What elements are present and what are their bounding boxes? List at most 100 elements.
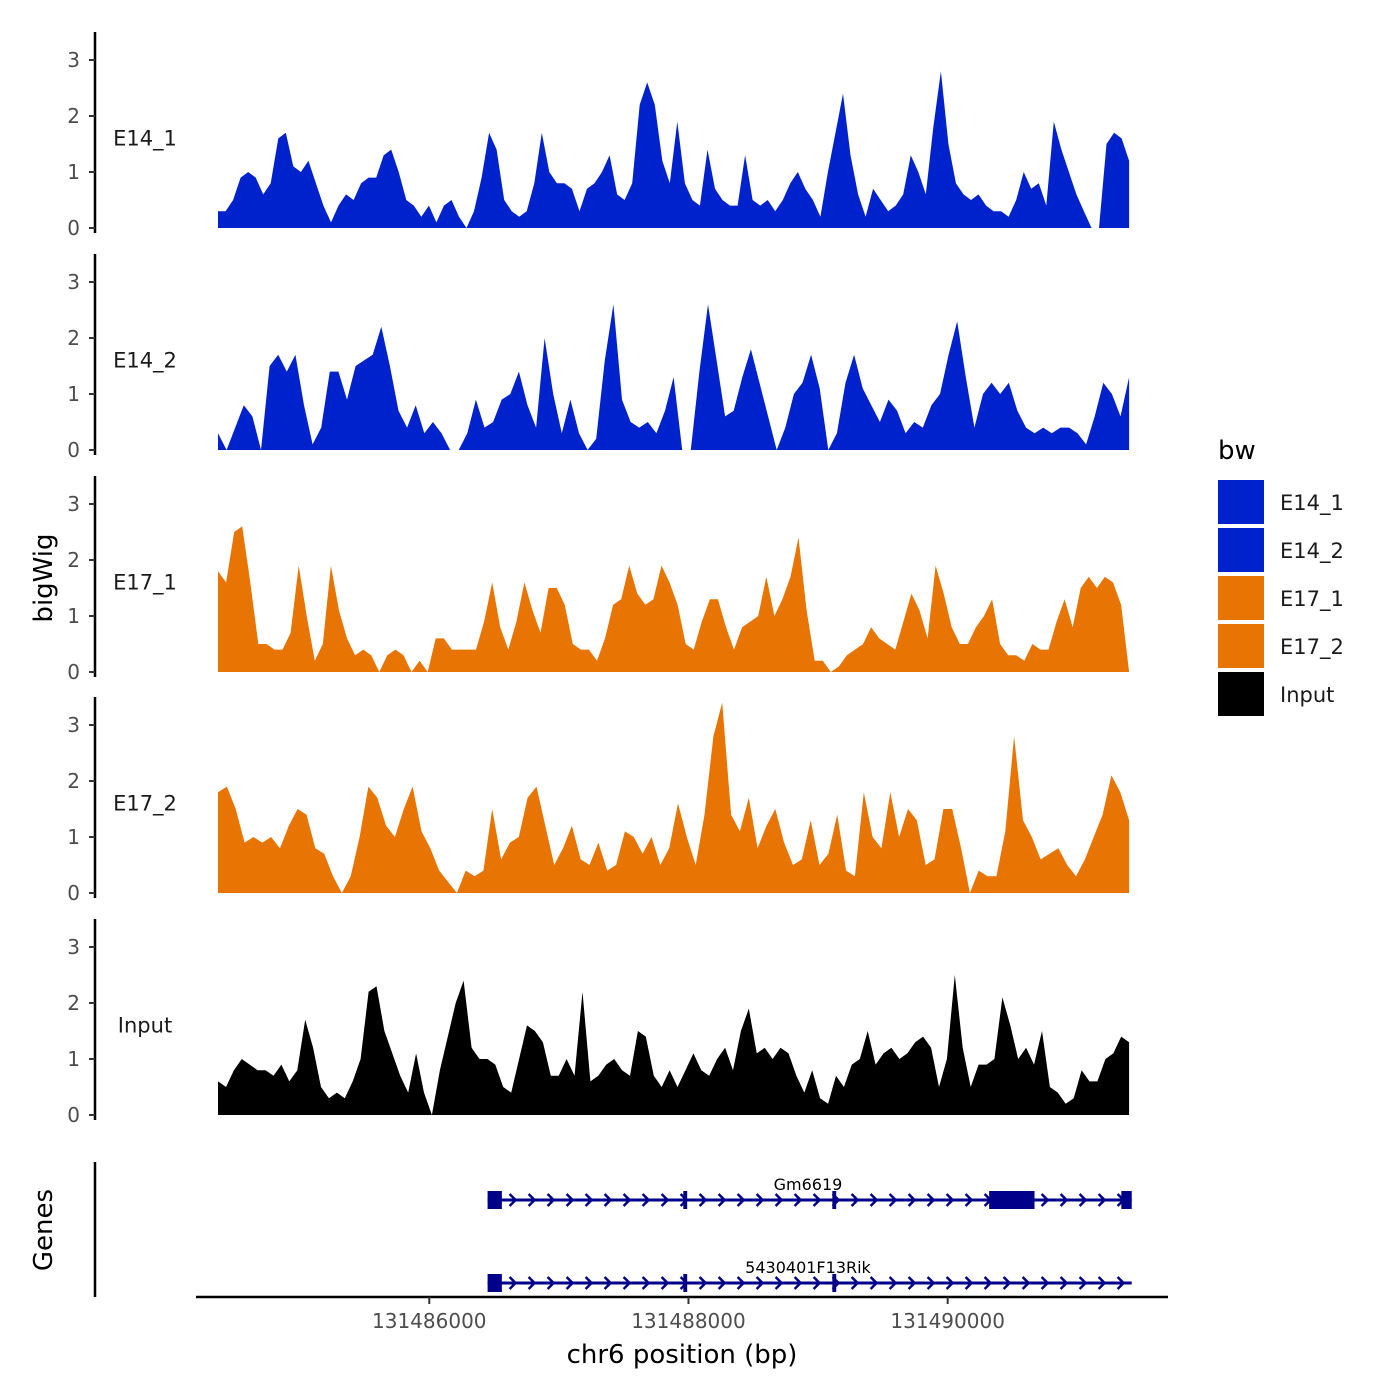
legend-label: E14_1	[1280, 491, 1344, 516]
strand-arrow	[793, 1193, 803, 1207]
y-tick-label: 2	[67, 769, 80, 793]
track-label: E17_1	[113, 570, 177, 595]
area-e17_1	[218, 526, 1130, 672]
strand-arrow	[1059, 1193, 1069, 1207]
strand-arrow	[660, 1276, 670, 1290]
strand-arrow	[964, 1276, 974, 1290]
strand-arrow	[774, 1193, 784, 1207]
strand-arrow	[983, 1276, 993, 1290]
y-tick-label: 3	[67, 492, 80, 516]
y-tick-label: 3	[67, 48, 80, 72]
strand-arrow	[622, 1276, 632, 1290]
y-tick-label: 2	[67, 548, 80, 572]
exon	[832, 1191, 837, 1209]
strand-arrow	[508, 1193, 518, 1207]
strand-arrow	[565, 1193, 575, 1207]
strand-arrow	[717, 1193, 727, 1207]
y-tick-label: 2	[67, 104, 80, 128]
legend-label: E17_2	[1280, 635, 1344, 660]
track-input: 0 1 2 3 Input	[67, 919, 1130, 1127]
coverage-tracks: 0 1 2 3 E14_1 0 1 2 3 E14_2 0 1 2 3 E17_1 0 1 2 3 E17_2 0 1 2 3…	[67, 32, 1130, 1127]
track-e17_2: 0 1 2 3 E17_2	[67, 697, 1130, 905]
gene-0: Gm6619	[487, 1175, 1132, 1209]
strand-arrow	[774, 1276, 784, 1290]
strand-arrow	[945, 1193, 955, 1207]
strand-arrow	[907, 1276, 917, 1290]
y-tick-label: 3	[67, 713, 80, 737]
y-tick-label: 2	[67, 326, 80, 350]
strand-arrow	[1059, 1276, 1069, 1290]
strand-arrow	[755, 1193, 765, 1207]
strand-arrow	[641, 1193, 651, 1207]
x-tick-label: 131488000	[631, 1309, 746, 1333]
x-axis: 131486000 131488000 131490000	[196, 1295, 1168, 1333]
gene-track: Gm6619 5430401F13Rik	[93, 1162, 1132, 1297]
y-tick-label: 0	[67, 881, 80, 905]
y-tick-label: 1	[67, 1047, 80, 1071]
strand-arrow	[869, 1193, 879, 1207]
strand-arrow	[546, 1276, 556, 1290]
strand-arrow	[603, 1276, 613, 1290]
y-tick-label: 1	[67, 825, 80, 849]
exon	[487, 1274, 502, 1292]
area-e14_2	[218, 304, 1130, 450]
strand-arrow	[888, 1276, 898, 1290]
y-tick-label: 3	[67, 935, 80, 959]
strand-arrow	[755, 1276, 765, 1290]
strand-arrow	[1078, 1193, 1088, 1207]
x-axis-title: chr6 position (bp)	[567, 1340, 798, 1370]
legend-label: Input	[1280, 683, 1334, 707]
strand-arrow	[945, 1276, 955, 1290]
strand-arrow	[565, 1276, 575, 1290]
strand-arrow	[812, 1276, 822, 1290]
strand-arrow	[1097, 1193, 1107, 1207]
legend: bw E14_1 E14_2 E17_1 E17_2 Input	[1218, 436, 1344, 716]
track-label: Input	[118, 1013, 172, 1037]
strand-arrow	[1097, 1276, 1107, 1290]
strand-arrow	[584, 1276, 594, 1290]
strand-arrow	[926, 1193, 936, 1207]
y-tick-label: 0	[67, 216, 80, 240]
track-label: E17_2	[113, 791, 177, 816]
exon	[989, 1191, 1035, 1209]
gene-label: 5430401F13Rik	[745, 1258, 871, 1277]
track-e14_2: 0 1 2 3 E14_2	[67, 254, 1130, 462]
strand-arrow	[850, 1276, 860, 1290]
exon	[683, 1191, 688, 1209]
track-e17_1: 0 1 2 3 E17_1	[67, 476, 1130, 684]
legend-label: E17_1	[1280, 587, 1344, 612]
strand-arrow	[1040, 1193, 1050, 1207]
track-label: E14_2	[113, 348, 177, 373]
strand-arrow	[508, 1276, 518, 1290]
exon	[1121, 1191, 1132, 1209]
track-e14_1: 0 1 2 3 E14_1	[67, 32, 1130, 240]
strand-arrow	[527, 1276, 537, 1290]
y-tick-label: 1	[67, 160, 80, 184]
strand-arrow	[622, 1193, 632, 1207]
strand-arrow	[869, 1276, 879, 1290]
legend-swatch	[1218, 528, 1264, 572]
strand-arrow	[584, 1193, 594, 1207]
legend-swatch	[1218, 672, 1264, 716]
strand-arrow	[660, 1193, 670, 1207]
y-tick-label: 0	[67, 438, 80, 462]
strand-arrow	[603, 1193, 613, 1207]
strand-arrow	[546, 1193, 556, 1207]
exon	[683, 1274, 688, 1292]
x-tick-label: 131490000	[890, 1309, 1005, 1333]
exon	[832, 1274, 837, 1292]
strand-arrow	[698, 1276, 708, 1290]
strand-arrow	[812, 1193, 822, 1207]
y-axis-title: bigWig	[29, 533, 59, 622]
strand-arrow	[1002, 1276, 1012, 1290]
strand-arrow	[888, 1193, 898, 1207]
legend-swatch	[1218, 624, 1264, 668]
x-tick-label: 131486000	[372, 1309, 487, 1333]
strand-arrow	[926, 1276, 936, 1290]
strand-arrow	[850, 1193, 860, 1207]
strand-arrow	[1021, 1276, 1031, 1290]
strand-arrow	[641, 1276, 651, 1290]
legend-label: E14_2	[1280, 539, 1344, 564]
strand-arrow	[907, 1193, 917, 1207]
